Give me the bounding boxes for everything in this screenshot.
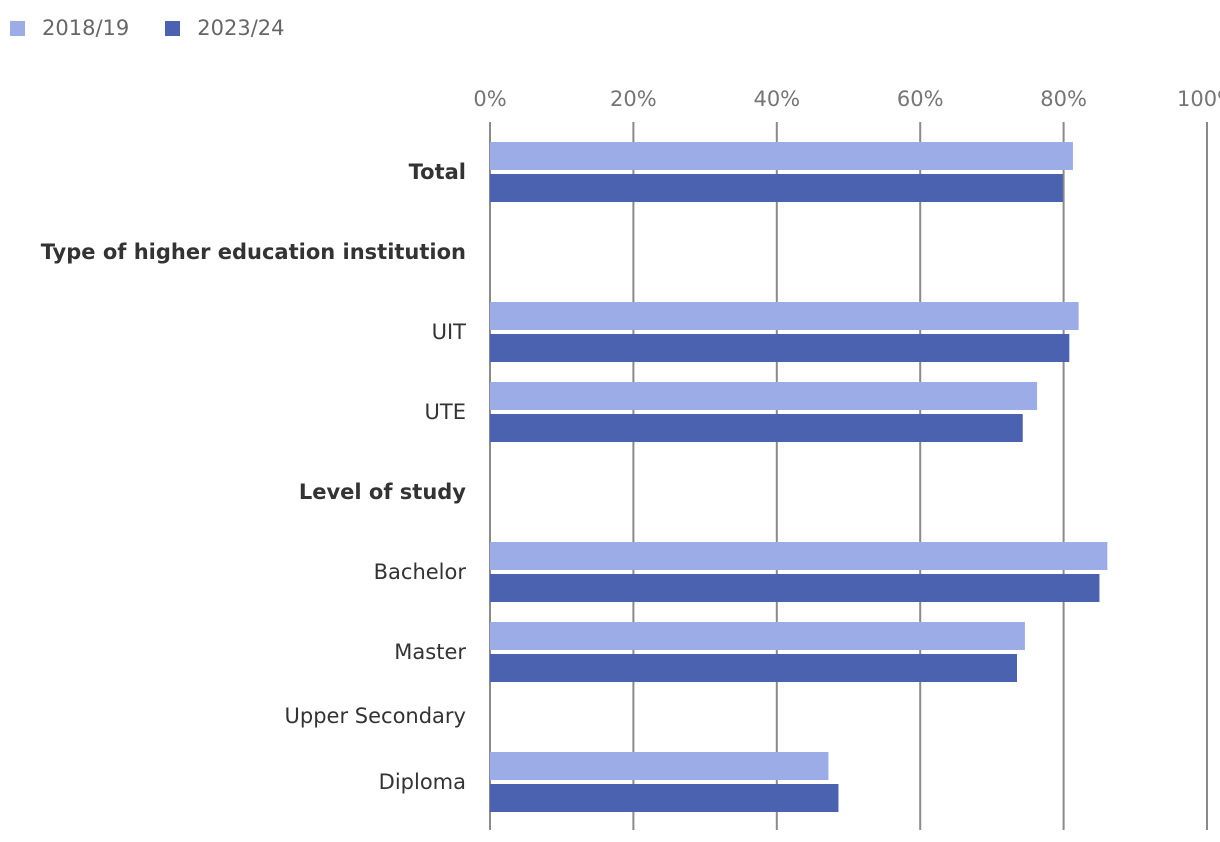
bar-2023-24-uit <box>490 334 1070 362</box>
x-tick-label-100: 100% <box>1177 87 1220 111</box>
category-label-upper-secondary: Upper Secondary <box>285 704 466 728</box>
category-label-total: Total <box>409 160 466 184</box>
bar-2023-24-ute <box>490 414 1023 442</box>
bar-2018-19-bachelor <box>490 542 1108 570</box>
category-label-level-of-study: Level of study <box>299 480 466 504</box>
bar-2023-24-diploma <box>490 784 839 812</box>
legend: 2018/19 2023/24 <box>10 14 321 42</box>
x-tick-label-20: 20% <box>610 87 657 111</box>
x-tick-label-40: 40% <box>753 87 800 111</box>
x-tick-label-0: 0% <box>473 87 506 111</box>
legend-item-2023-24: 2023/24 <box>165 16 285 40</box>
legend-swatch-2018-19 <box>10 20 25 36</box>
x-tick-label-60: 60% <box>897 87 944 111</box>
category-label-ute: UTE <box>425 400 466 424</box>
bar-2018-19-ute <box>490 382 1038 410</box>
legend-label-2018-19: 2018/19 <box>42 16 130 40</box>
category-label-master: Master <box>394 640 466 664</box>
category-label-diploma: Diploma <box>379 770 466 794</box>
bar-2023-24-total <box>490 174 1063 202</box>
bar-2018-19-uit <box>490 302 1079 330</box>
x-tick-label-80: 80% <box>1040 87 1087 111</box>
category-label-bachelor: Bachelor <box>374 560 467 584</box>
category-label-type-of-higher-education-institution: Type of higher education institution <box>41 240 466 264</box>
legend-swatch-2023-24 <box>165 20 181 36</box>
legend-label-2023-24: 2023/24 <box>197 16 285 40</box>
legend-item-2018-19: 2018/19 <box>10 16 129 40</box>
category-label-uit: UIT <box>432 320 467 344</box>
bar-2018-19-master <box>490 622 1025 650</box>
bar-2018-19-diploma <box>490 752 829 780</box>
bar-2023-24-master <box>490 654 1017 682</box>
bar-2018-19-total <box>490 142 1073 170</box>
bar-2023-24-bachelor <box>490 574 1100 602</box>
